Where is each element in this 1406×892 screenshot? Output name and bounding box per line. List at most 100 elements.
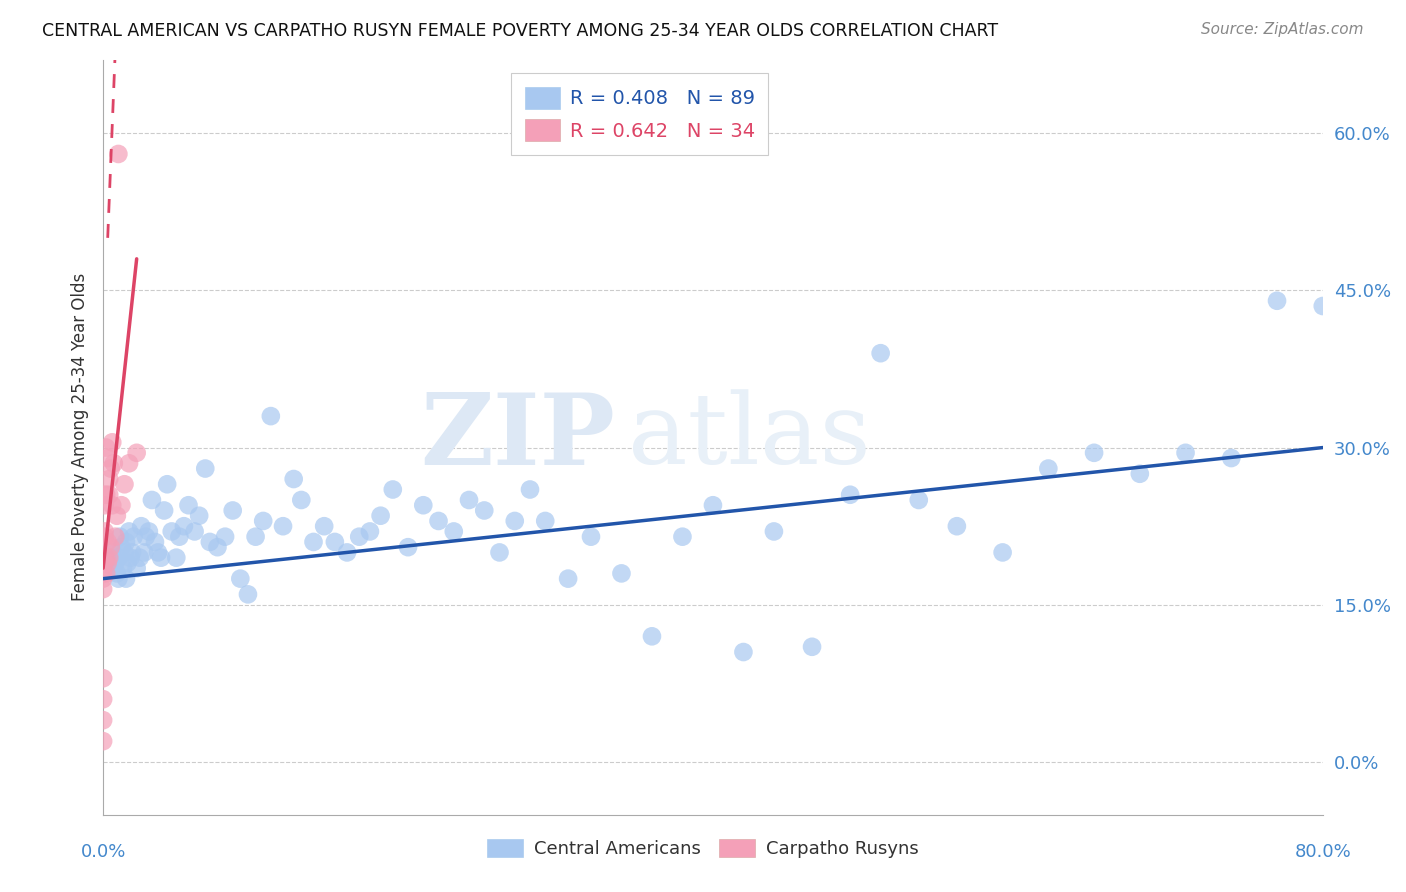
- Point: [146, 545, 169, 559]
- Point: [579, 530, 602, 544]
- Point: [169, 530, 191, 544]
- Point: [100, 540, 122, 554]
- Point: [122, 530, 145, 544]
- Point: [733, 645, 755, 659]
- Point: [472, 503, 495, 517]
- Point: [115, 572, 138, 586]
- Point: [98, 472, 121, 486]
- Point: [1220, 451, 1243, 466]
- Text: CENTRAL AMERICAN VS CARPATHO RUSYN FEMALE POVERTY AMONG 25-34 YEAR OLDS CORRELAT: CENTRAL AMERICAN VS CARPATHO RUSYN FEMAL…: [42, 22, 998, 40]
- Point: [91, 566, 114, 581]
- Point: [93, 488, 115, 502]
- Point: [93, 530, 115, 544]
- Point: [260, 409, 283, 423]
- Legend: R = 0.408   N = 89, R = 0.642   N = 34: R = 0.408 N = 89, R = 0.642 N = 34: [512, 73, 768, 155]
- Point: [138, 524, 160, 539]
- Point: [96, 441, 118, 455]
- Point: [207, 540, 229, 554]
- Point: [97, 556, 120, 570]
- Point: [245, 530, 267, 544]
- Point: [702, 498, 724, 512]
- Point: [396, 540, 419, 554]
- Point: [503, 514, 526, 528]
- Text: Source: ZipAtlas.com: Source: ZipAtlas.com: [1201, 22, 1364, 37]
- Point: [252, 514, 274, 528]
- Point: [98, 550, 121, 565]
- Point: [183, 524, 205, 539]
- Point: [349, 530, 371, 544]
- Point: [103, 561, 125, 575]
- Point: [135, 530, 157, 544]
- Point: [519, 483, 541, 497]
- Point: [271, 519, 294, 533]
- Point: [125, 561, 148, 575]
- Point: [991, 545, 1014, 559]
- Text: atlas: atlas: [627, 389, 870, 485]
- Point: [336, 545, 359, 559]
- Point: [91, 671, 114, 685]
- Point: [141, 493, 163, 508]
- Point: [96, 488, 118, 502]
- Point: [323, 535, 346, 549]
- Point: [104, 530, 127, 544]
- Point: [160, 524, 183, 539]
- Point: [283, 472, 305, 486]
- Point: [129, 519, 152, 533]
- Point: [222, 503, 245, 517]
- Point: [198, 535, 221, 549]
- Point: [96, 550, 118, 565]
- Point: [153, 503, 176, 517]
- Point: [156, 477, 179, 491]
- Point: [370, 508, 392, 523]
- Point: [214, 530, 236, 544]
- Point: [610, 566, 633, 581]
- Point: [173, 519, 195, 533]
- Point: [314, 519, 336, 533]
- Point: [143, 535, 166, 549]
- Point: [458, 493, 481, 508]
- Point: [98, 488, 121, 502]
- Legend: Central Americans, Carpatho Rusyns: Central Americans, Carpatho Rusyns: [479, 831, 927, 865]
- Point: [177, 498, 200, 512]
- Point: [236, 587, 259, 601]
- Point: [101, 545, 124, 559]
- Point: [103, 456, 125, 470]
- Text: 80.0%: 80.0%: [1295, 843, 1351, 861]
- Point: [121, 545, 143, 559]
- Point: [302, 535, 325, 549]
- Point: [443, 524, 465, 539]
- Point: [839, 488, 862, 502]
- Point: [100, 550, 122, 565]
- Point: [290, 493, 312, 508]
- Point: [107, 147, 129, 161]
- Point: [359, 524, 381, 539]
- Point: [128, 550, 150, 565]
- Point: [107, 572, 129, 586]
- Point: [104, 556, 127, 570]
- Point: [96, 566, 118, 581]
- Point: [125, 446, 148, 460]
- Point: [118, 456, 141, 470]
- Point: [108, 530, 131, 544]
- Point: [1038, 461, 1060, 475]
- Point: [762, 524, 785, 539]
- Point: [107, 550, 129, 565]
- Point: [801, 640, 824, 654]
- Point: [93, 524, 115, 539]
- Point: [557, 572, 579, 586]
- Point: [100, 461, 122, 475]
- Point: [118, 524, 141, 539]
- Point: [91, 713, 114, 727]
- Point: [134, 545, 156, 559]
- Point: [869, 346, 891, 360]
- Point: [105, 508, 128, 523]
- Point: [194, 461, 217, 475]
- Point: [111, 561, 134, 575]
- Point: [101, 435, 124, 450]
- Point: [91, 582, 114, 596]
- Point: [93, 556, 115, 570]
- Point: [427, 514, 450, 528]
- Point: [946, 519, 969, 533]
- Point: [165, 550, 187, 565]
- Point: [117, 556, 139, 570]
